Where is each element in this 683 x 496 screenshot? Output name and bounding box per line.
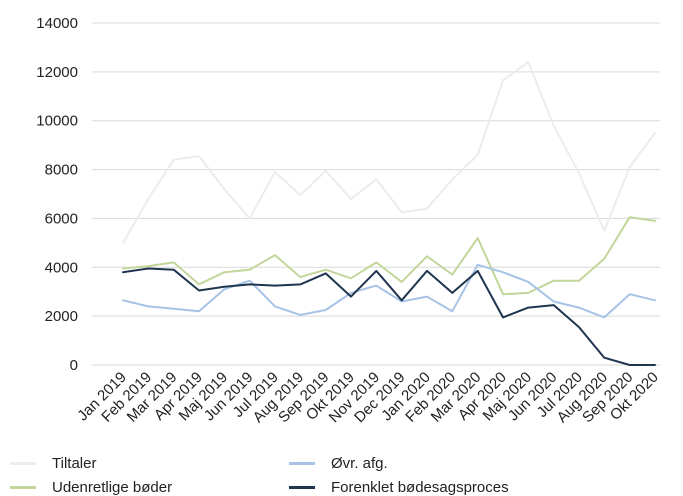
legend-label-tiltaler: Tiltaler: [52, 454, 97, 472]
y-tick-label: 2000: [45, 308, 78, 325]
legend-label-ovr-afg: Øvr. afg.: [331, 454, 388, 472]
y-tick-label: 0: [70, 357, 78, 374]
y-tick-label: 12000: [36, 64, 78, 81]
legend-item-forenklet-bodesagsproces: Forenklet bødesagsproces: [289, 478, 509, 496]
legend-swatch-tiltaler: [10, 461, 36, 465]
line-chart: 0 2000 4000 6000 8000 10000 12000 14000 Jan 201…: [36, 15, 662, 426]
legend-swatch-ovr-afg: [289, 461, 315, 465]
y-axis: 0 2000 4000 6000 8000 10000 12000 14000: [36, 15, 78, 374]
series-line-vr-afg: [122, 263, 656, 319]
y-tick-label: 10000: [36, 113, 78, 130]
legend-swatch-udenretlige-boder: [10, 485, 36, 489]
legend-item-udenretlige-boder: Udenretlige bøder: [10, 478, 172, 496]
legend-item-tiltaler: Tiltaler: [10, 454, 96, 472]
legend-swatch-forenklet-bodesagsproces: [289, 485, 315, 489]
legend-label-udenretlige-boder: Udenretlige bøder: [52, 478, 173, 496]
legend-label-forenklet-bodesagsproces: Forenklet bødesagsproces: [331, 478, 509, 496]
y-tick-label: 4000: [45, 259, 78, 276]
plot-area: [122, 61, 656, 366]
series-line-tiltaler: [122, 61, 656, 244]
series-line-forenklet-b-desagsproces: [122, 267, 656, 366]
legend: Tiltaler Udenretlige bøder Øvr. afg. For…: [0, 452, 683, 496]
y-tick-label: 14000: [36, 15, 78, 32]
y-tick-label: 6000: [45, 210, 78, 227]
legend-item-ovr-afg: Øvr. afg.: [289, 454, 388, 472]
series-line-udenretlige-b-der: [122, 216, 656, 296]
gridlines: [92, 22, 660, 366]
y-tick-label: 8000: [45, 162, 78, 179]
